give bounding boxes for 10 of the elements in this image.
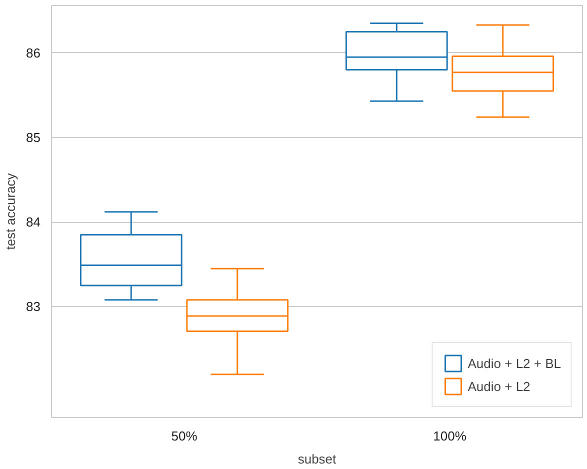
y-tick-label: 85 <box>26 130 41 145</box>
y-tick-label: 83 <box>26 299 41 314</box>
x-tick-label: 50% <box>171 428 198 444</box>
legend-label: Audio + L2 <box>468 378 530 394</box>
y-tick-label: 84 <box>26 214 41 230</box>
x-axis-title: subset <box>298 452 337 466</box>
y-tick-label: 86 <box>26 45 41 60</box>
legend-label: Audio + L2 + BL <box>468 356 561 370</box>
x-tick-label: 100% <box>433 428 467 444</box>
y-axis-title: test accuracy <box>3 172 18 250</box>
